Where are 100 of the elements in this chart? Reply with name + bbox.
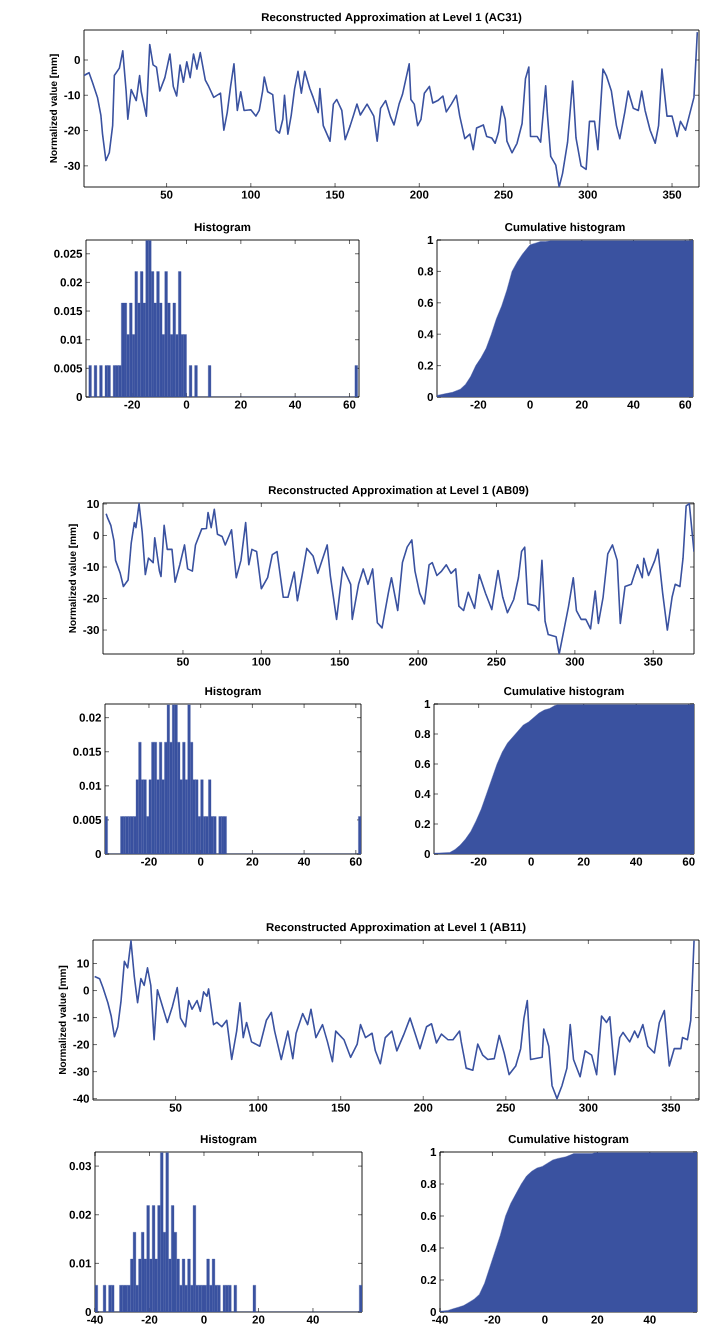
y-axis-title: Normalized value [mm] [49,54,59,163]
x-tick-label: 300 [579,1103,598,1112]
y-tick-label: 0 [74,55,80,65]
y-tick-label: 0.4 [420,1243,437,1253]
x-tick-label: 50 [160,190,173,199]
y-tick-label: -10 [64,91,80,100]
y-tick-label: 0.2 [420,1275,436,1285]
y-tick-label: 1 [430,1148,437,1156]
x-tick-label: 100 [252,657,271,666]
y-tick-label: 0.6 [414,759,431,769]
x-tick-label: -20 [470,400,487,409]
y-tick-label: 0 [424,849,430,859]
y-tick-label: 0.2 [414,819,430,829]
x-tick-label: 0 [183,400,190,409]
y-tick-label: 0.2 [417,361,433,370]
y-tick-label: 0 [76,392,82,402]
y-tick-label: 0 [83,986,89,995]
chart-title: Reconstructed Approximation at Level 1 (AB09) [268,485,529,497]
y-tick-label: 0.01 [60,335,83,344]
chart-title: Reconstructed Approximation at Level 1 (AC31) [261,12,522,24]
x-tick-label: -20 [141,1315,158,1324]
y-tick-label: 0.01 [79,781,102,790]
x-tick-label: 50 [176,657,189,666]
x-tick-label: 100 [249,1103,268,1112]
x-tick-label: 20 [591,1315,604,1324]
y-tick-label: -30 [73,1067,89,1076]
x-tick-label: 50 [169,1103,182,1112]
y-tick-label: 10 [87,499,99,509]
y-tick-label: 0.02 [60,278,82,287]
x-tick-label: 40 [643,1315,656,1324]
y-tick-label: 0.005 [54,364,83,373]
y-tick-label: 0.005 [73,815,102,824]
x-tick-label: 200 [408,657,428,666]
y-tick-label: 0 [95,849,101,859]
y-axis-title: Normalized value [mm] [68,524,78,633]
y-tick-label: 0.02 [69,1210,91,1219]
x-tick-label: 300 [565,657,584,666]
x-tick-label: 0 [197,857,204,866]
y-tick-label: -20 [83,594,99,603]
y-tick-label: 0.4 [417,330,434,339]
x-tick-label: 60 [349,857,362,866]
x-tick-label: 0 [201,1315,207,1324]
y-tick-label: 0.025 [54,249,83,258]
chart-title: Reconstructed Approximation at Level 1 (AB11) [266,922,526,934]
x-tick-label: 350 [643,657,663,666]
x-tick-label: 150 [330,657,349,666]
x-tick-label: 20 [577,857,590,866]
y-tick-label: 0.02 [79,713,101,722]
y-tick-label: 1 [424,700,431,708]
x-tick-label: 40 [627,400,640,409]
y-tick-label: 0 [85,1307,91,1317]
x-tick-label: 100 [241,190,260,199]
x-tick-label: 20 [575,400,588,409]
chart-title: Histogram [205,686,261,698]
x-tick-label: 60 [679,400,692,409]
y-tick-label: -40 [73,1094,89,1103]
y-tick-label: -30 [64,161,80,170]
x-tick-label: -20 [484,1315,501,1324]
y-tick-label: -10 [83,562,99,572]
x-tick-label: 300 [578,190,597,199]
y-tick-label: 0 [93,531,99,540]
x-tick-label: -20 [470,857,487,866]
x-tick-label: -20 [141,857,157,866]
x-tick-label: 150 [331,1103,350,1112]
x-tick-label: 250 [494,190,513,199]
x-tick-label: 20 [252,1315,265,1324]
x-tick-label: -20 [124,400,141,409]
y-tick-label: 1 [427,236,434,244]
y-tick-label: -30 [83,625,99,635]
y-tick-label: 0 [427,392,433,402]
x-tick-label: 0 [527,400,533,409]
chart-title: Cumulative histogram [505,222,625,234]
y-tick-label: 0.4 [414,789,431,799]
x-tick-label: 0 [528,857,534,866]
x-tick-label: 40 [306,1315,319,1324]
x-tick-label: 60 [682,857,695,866]
y-tick-label: 0.8 [417,267,434,276]
y-tick-label: 0.015 [73,747,102,756]
y-tick-label: 0 [430,1307,436,1317]
chart-title: Cumulative histogram [504,686,624,698]
chart-title: Histogram [194,222,251,234]
chart-title: Cumulative histogram [508,1134,629,1146]
x-tick-label: 200 [414,1103,433,1112]
x-tick-label: 20 [234,400,247,409]
y-tick-label: 0.03 [69,1162,92,1171]
y-tick-label: -20 [73,1040,89,1049]
y-tick-label: 0.8 [420,1179,437,1189]
y-tick-label: 0.6 [417,298,434,307]
y-tick-label: 0.01 [69,1259,92,1268]
y-tick-label: -10 [73,1013,89,1022]
x-tick-label: 60 [343,400,356,409]
chart-title: Histogram [200,1134,257,1146]
y-tick-label: -20 [64,126,80,135]
x-tick-label: 200 [410,190,429,199]
y-tick-label: 0.6 [420,1211,437,1221]
x-tick-label: 250 [487,657,506,666]
x-tick-label: 350 [661,1103,681,1112]
y-tick-label: 0.015 [54,306,83,316]
x-tick-label: 350 [662,190,682,199]
y-tick-label: 0.8 [414,729,431,739]
